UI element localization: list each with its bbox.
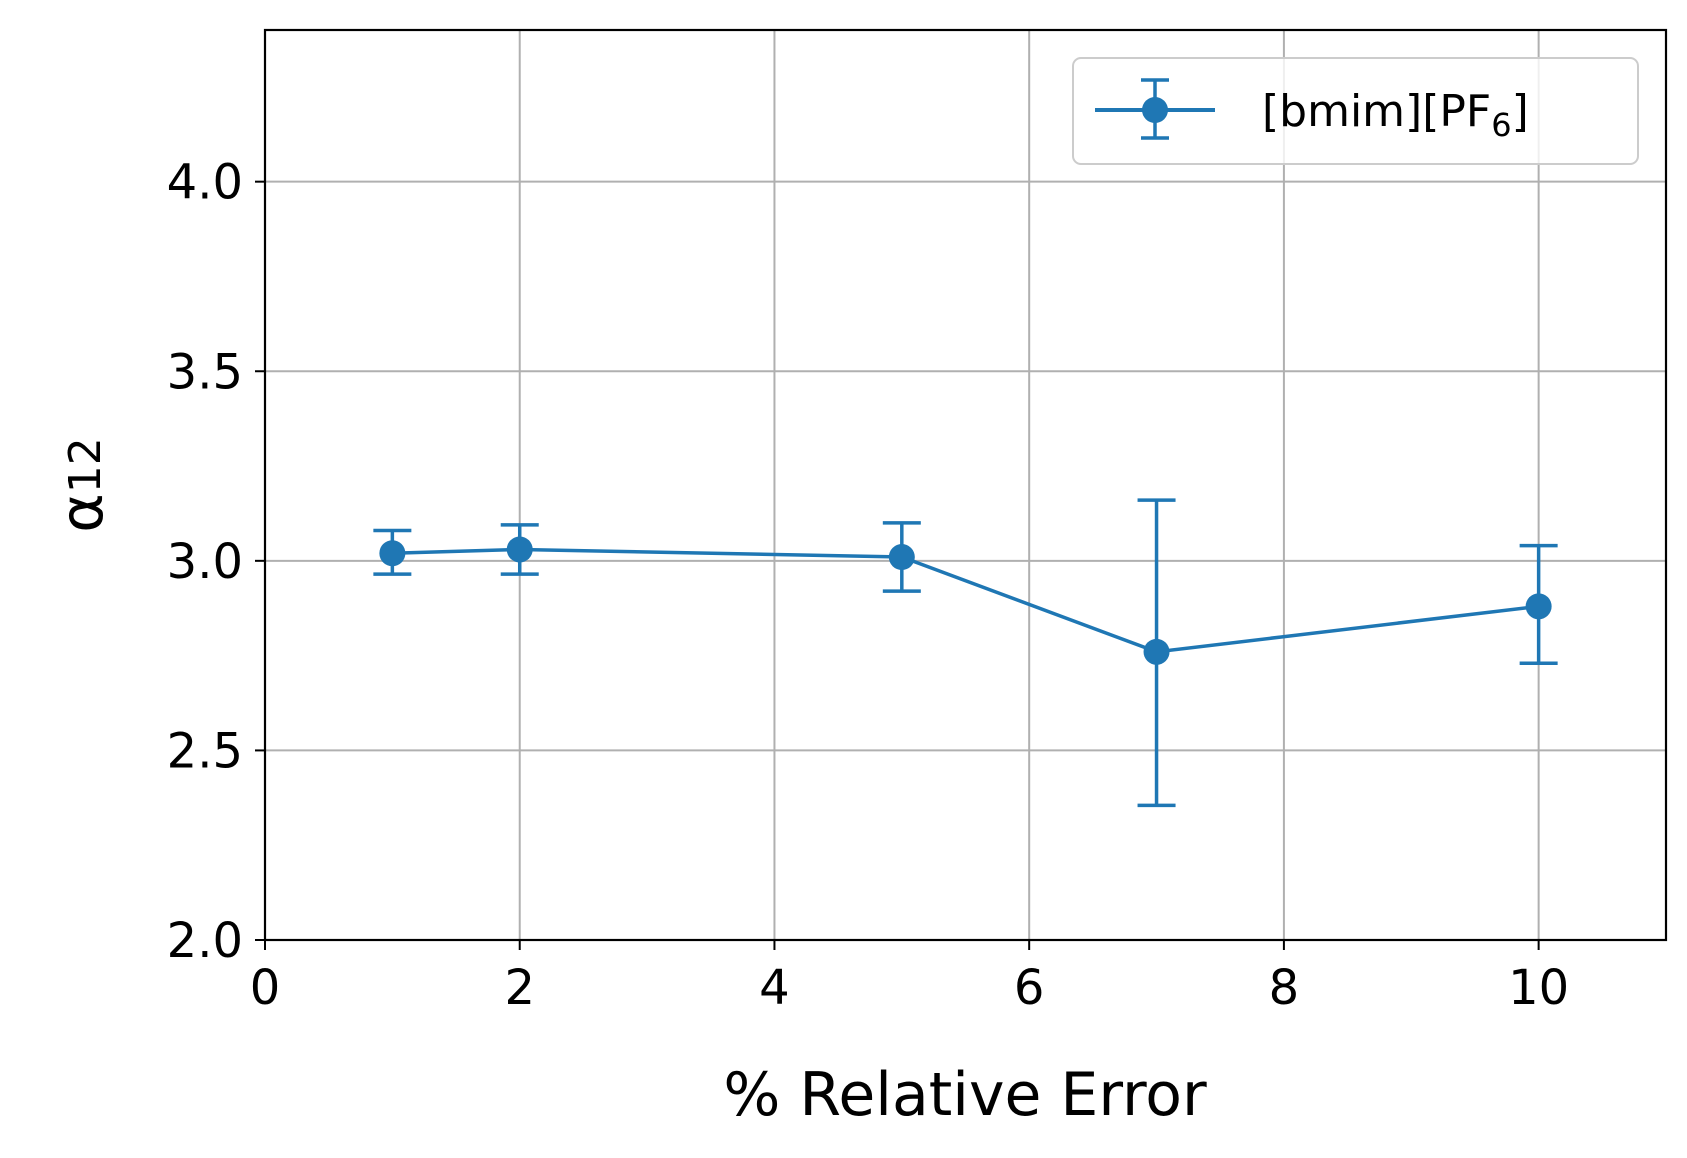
y-axis-label-main: α <box>47 493 117 533</box>
data-point <box>1525 593 1552 620</box>
data-point <box>1143 638 1170 665</box>
legend-label-subscript: 6 <box>1491 106 1511 144</box>
legend-label-main: [bmim][PF <box>1262 86 1491 137</box>
data-point <box>888 544 915 571</box>
legend-box <box>1072 57 1639 165</box>
y-tick-label: 2.0 <box>167 913 243 969</box>
grid <box>264 30 1666 941</box>
data-point <box>506 536 533 563</box>
x-tick-label: 6 <box>1014 960 1045 1016</box>
series-layer <box>373 498 1558 808</box>
x-tick-label: 10 <box>1508 960 1569 1016</box>
y-axis-label: α12 <box>47 437 117 533</box>
y-tick-label: 3.5 <box>167 344 243 400</box>
legend-label-end: ] <box>1512 86 1529 137</box>
x-tick-label: 0 <box>250 960 281 1016</box>
axis-ticks: 0 2 4 6 8 10 2.0 2.5 3.0 3.5 4.0 <box>167 155 1570 1016</box>
x-tick-label: 4 <box>759 960 790 1016</box>
y-tick-label: 3.0 <box>167 534 243 590</box>
plot-frame <box>263 28 1668 942</box>
legend-marker <box>1142 97 1168 123</box>
y-tick-label: 2.5 <box>167 723 243 779</box>
data-point <box>379 540 406 567</box>
x-axis-label: % Relative Error <box>723 1060 1207 1130</box>
legend: [bmim][PF6] <box>1072 57 1639 165</box>
x-tick-label: 2 <box>504 960 535 1016</box>
x-tick-label: 8 <box>1269 960 1300 1016</box>
y-tick-label: 4.0 <box>167 155 243 211</box>
legend-label: [bmim][PF6] <box>1262 86 1529 144</box>
y-axis-label-subscript: 12 <box>60 437 111 493</box>
